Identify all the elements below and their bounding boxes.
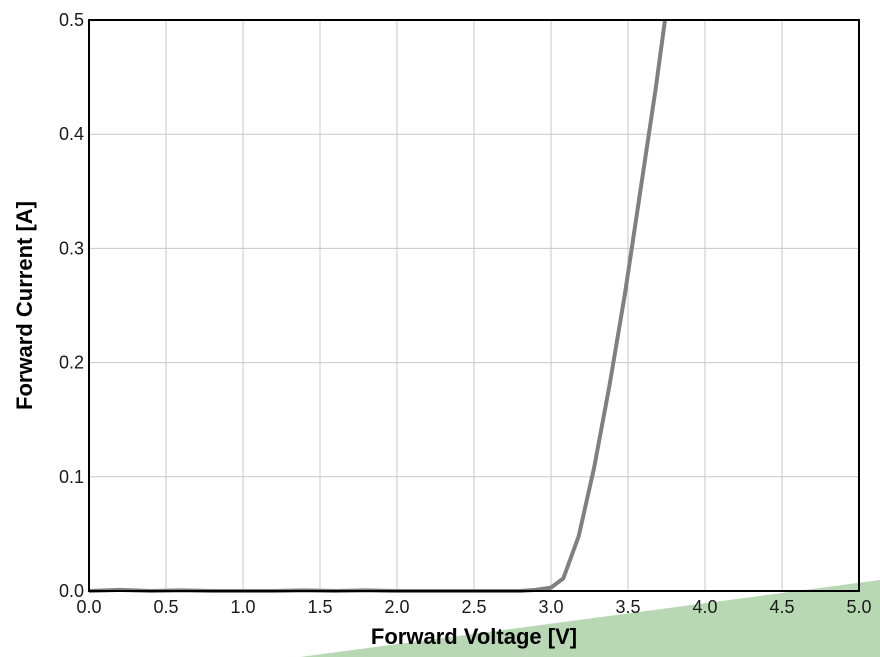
x-axis-title: Forward Voltage [V]: [371, 624, 577, 649]
y-tick-label: 0.3: [59, 238, 84, 258]
x-tick-label: 4.5: [769, 597, 794, 617]
decorative-green-band: [300, 580, 880, 657]
y-tick-label: 0.5: [59, 10, 84, 30]
x-tick-label: 1.0: [230, 597, 255, 617]
series-line: [88, 19, 667, 593]
x-tick-label: 5.0: [846, 597, 871, 617]
grid: [88, 19, 860, 592]
x-tick-label: 4.0: [692, 597, 717, 617]
series-layer: [88, 19, 667, 593]
x-tick-labels: 0.0 0.5 1.0 1.5 2.0 2.5 3.0 3.5 4.0 4.5 5.0: [76, 597, 871, 617]
x-tick-label: 3.0: [538, 597, 563, 617]
y-axis-title: Forward Current [A]: [12, 201, 37, 410]
y-tick-labels: 0.0 0.1 0.2 0.3 0.4 0.5: [59, 10, 84, 601]
y-tick-label: 0.2: [59, 353, 84, 373]
x-tick-label: 1.5: [307, 597, 332, 617]
x-tick-label: 3.5: [615, 597, 640, 617]
x-tick-label: 2.5: [461, 597, 486, 617]
y-tick-label: 0.0: [59, 581, 84, 601]
x-tick-label: 0.0: [76, 597, 101, 617]
plot-frame: [88, 19, 860, 592]
x-tick-label: 2.0: [384, 597, 409, 617]
y-tick-label: 0.1: [59, 467, 84, 487]
x-tick-label: 0.5: [153, 597, 178, 617]
y-tick-label: 0.4: [59, 124, 84, 144]
